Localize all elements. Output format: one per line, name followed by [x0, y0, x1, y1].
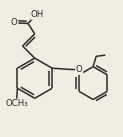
- Text: O: O: [11, 18, 18, 27]
- Text: O: O: [76, 65, 83, 74]
- Text: OCH₃: OCH₃: [6, 99, 28, 108]
- Text: OH: OH: [31, 10, 44, 19]
